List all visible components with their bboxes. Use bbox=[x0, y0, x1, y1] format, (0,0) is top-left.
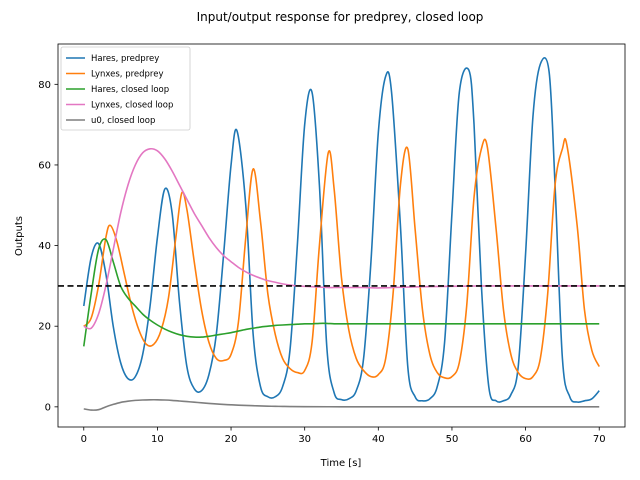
series-line-2 bbox=[82, 238, 600, 347]
x-tick-label: 60 bbox=[519, 434, 532, 445]
x-tick-label: 20 bbox=[225, 434, 238, 445]
x-tick-label: 50 bbox=[446, 434, 459, 445]
x-tick-label: 30 bbox=[298, 434, 311, 445]
x-tick-label: 70 bbox=[593, 434, 606, 445]
series-line-3 bbox=[83, 147, 600, 330]
x-tick-label: 40 bbox=[372, 434, 385, 445]
y-tick-label: 60 bbox=[38, 160, 51, 171]
series-line-1 bbox=[83, 137, 600, 380]
legend-label: Lynxes, closed loop bbox=[91, 101, 173, 111]
legend-label: Hares, predprey bbox=[91, 54, 159, 64]
plot-frame bbox=[57, 43, 626, 428]
x-axis: 0 10 20 30 40 50 60 70 bbox=[81, 427, 606, 445]
y-tick-label: 40 bbox=[38, 241, 51, 252]
legend: Hares, predprey Lynxes, predprey Hares, cl… bbox=[60, 46, 191, 131]
legend-label: Lynxes, predprey bbox=[91, 70, 164, 80]
x-axis-label: Time [s] bbox=[320, 458, 362, 469]
legend-box bbox=[60, 46, 191, 131]
y-axis: 0 20 40 60 80 bbox=[38, 80, 58, 413]
legend-label: Hares, closed loop bbox=[91, 85, 169, 95]
chart-title: Input/output response for predprey, clos… bbox=[197, 10, 484, 24]
series-layer bbox=[82, 57, 600, 411]
series-line-0 bbox=[82, 57, 600, 403]
series-line-4 bbox=[83, 398, 600, 411]
x-tick-label: 0 bbox=[81, 434, 87, 445]
y-tick-label: 0 bbox=[45, 402, 51, 413]
legend-label: u0, closed loop bbox=[91, 116, 155, 126]
x-tick-label: 10 bbox=[151, 434, 164, 445]
y-axis-label: Outputs bbox=[14, 216, 25, 256]
y-tick-label: 20 bbox=[38, 322, 51, 333]
y-tick-label: 80 bbox=[38, 80, 51, 91]
